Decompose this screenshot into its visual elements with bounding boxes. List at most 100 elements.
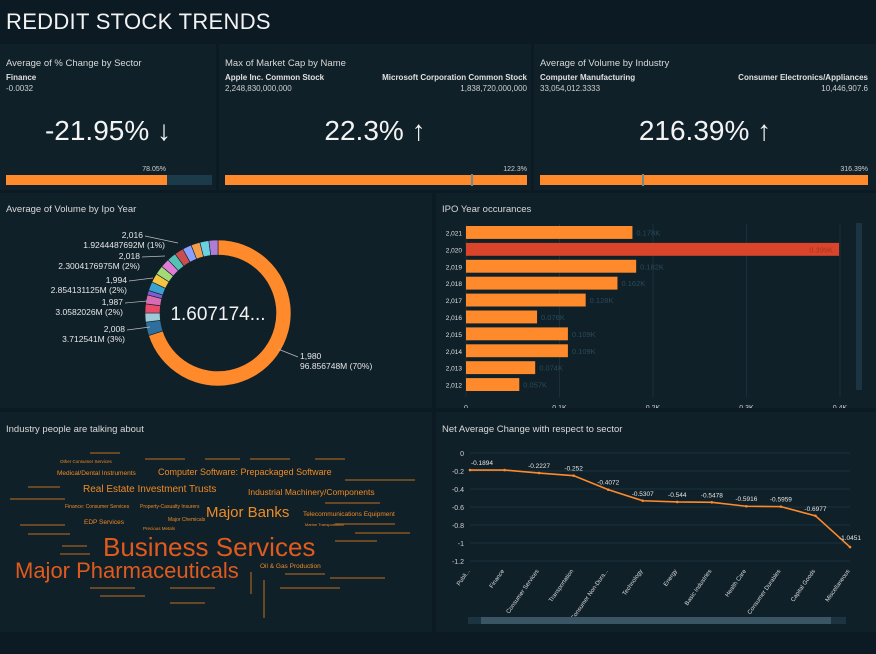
bar-2018[interactable]	[466, 276, 618, 290]
line-y-tick-label: 0	[460, 451, 464, 458]
donut-leader-line	[144, 235, 179, 244]
line-x-category-label: Miscellaneous	[825, 569, 852, 604]
word-major-banks: Major Banks	[206, 504, 290, 521]
kpi-title: Average of % Change by Sector	[6, 58, 142, 69]
word-finance-consumer: Finance: Consumer Services	[65, 504, 130, 510]
word-marine-transport: Marine Transportation	[305, 522, 344, 527]
donut-slice-other[interactable]	[208, 239, 219, 256]
kpi-progress-bar	[225, 174, 527, 186]
ipo-bar-chart[interactable]: 0.178K 0.399K 0.182K 0.162K 0.128K 0.076K 0.10…	[436, 193, 876, 408]
donut-label-value: 1.9244487692M (1%)	[83, 240, 165, 250]
kpi-left-value: 33,054,012.3333	[540, 84, 601, 93]
line-point[interactable]	[779, 505, 783, 508]
line-y-tick-label: -0.4	[452, 487, 464, 494]
line-y-tick-label: -0.8	[452, 523, 464, 530]
kpi-left-name: Computer Manufacturing	[540, 73, 636, 82]
bar-value-label: 0.178K	[636, 228, 660, 237]
line-x-category-label: Technology	[622, 569, 644, 597]
kpi-big-value: -21.95% ↓	[44, 115, 172, 146]
bar-category-label: 2,014	[446, 349, 463, 356]
word-medical-dental: Medical/Dental Instruments	[57, 470, 136, 477]
donut-label-1980: 1,980 96.856748M (70%)	[277, 348, 372, 371]
kpi-right-value: 10,446,907.6	[821, 84, 868, 93]
line-data-label: -0.5478	[701, 492, 723, 499]
bar-category-label: 2,015	[446, 332, 463, 339]
bar-2012[interactable]	[466, 378, 520, 391]
line-x-category-label: Finance	[489, 568, 507, 589]
bar-2014[interactable]	[466, 344, 568, 358]
line-point[interactable]	[468, 468, 472, 472]
word-telecom: Telecommunications Equipment	[303, 511, 395, 518]
bar-category-label: 2,019	[446, 264, 463, 271]
word-cloud-panel[interactable]: Industry people are talking about Busine…	[0, 412, 432, 632]
bar-2021[interactable]	[466, 226, 633, 239]
kpi-card-market-cap[interactable]: Max of Market Cap by Name Apple Inc. Com…	[219, 44, 531, 190]
word-major-chemicals: Major Chemicals	[168, 517, 206, 523]
bar-category-label: 2,021	[446, 230, 463, 237]
donut-label-year: 2,008	[104, 324, 126, 334]
line-data-label: -0.6977	[804, 506, 826, 513]
bar-category-label: 2,018	[446, 281, 463, 288]
line-point[interactable]	[606, 488, 610, 491]
line-data-label: -1.0451	[839, 535, 861, 542]
line-point[interactable]	[572, 474, 575, 477]
donut-label-year: 1,987	[102, 297, 124, 307]
chart-title: Net Average Change with respect to secto…	[442, 424, 623, 435]
line-point[interactable]	[641, 499, 645, 503]
line-y-tick-label: -1	[458, 541, 464, 548]
word-oil-gas: Oil & Gas Production	[260, 563, 321, 570]
line-point[interactable]	[814, 514, 817, 518]
bar-2020[interactable]	[466, 242, 840, 256]
net-change-line-chart[interactable]: 0 -0.2 -0.4 -0.6 -0.8 -1 -1.2 -0.1894 Publi... F…	[436, 412, 876, 632]
donut-leader-line	[126, 326, 151, 331]
horizontal-scrollbar-thumb[interactable]	[481, 617, 831, 624]
line-point[interactable]	[537, 471, 541, 475]
donut-slice-1987[interactable]	[144, 312, 161, 323]
donut-leader-line	[128, 277, 154, 282]
bar-2015[interactable]	[466, 327, 568, 341]
bar-category-label: 2,013	[446, 366, 463, 373]
bar-x-tick-label: 0	[464, 405, 468, 408]
line-y-tick-label: -1.2	[452, 559, 464, 566]
donut-label-value: 96.856748M (70%)	[300, 361, 372, 371]
donut-label-1987: 1,987 3.0582026M (2%)	[55, 297, 148, 317]
kpi-bar-label: 122.3%	[503, 166, 527, 173]
donut-label-value: 2.3004176975M (2%)	[58, 261, 140, 271]
line-chart-panel[interactable]: Net Average Change with respect to secto…	[436, 412, 876, 632]
bar-value-label: 0.057K	[523, 381, 547, 390]
donut-label-year: 1,994	[106, 275, 128, 285]
line-point[interactable]	[745, 504, 748, 508]
donut-leader-line	[141, 255, 166, 258]
line-point[interactable]	[848, 545, 852, 549]
kpi-big-value: 216.39% ↑	[638, 115, 772, 146]
line-data-label: -0.5307	[632, 491, 654, 498]
bar-value-label: 0.162K	[621, 279, 645, 288]
chart-title: Average of Volume by Ipo Year	[6, 204, 137, 215]
donut-chart-panel[interactable]: Average of Volume by Ipo Year 1.607174..…	[0, 193, 432, 408]
bar-2013[interactable]	[466, 361, 536, 375]
bar-2017[interactable]	[466, 293, 586, 307]
kpi-card-volume-industry[interactable]: Average of Volume by Industry Computer M…	[534, 44, 876, 190]
scrollbar-track[interactable]	[856, 223, 862, 390]
word-other-consumer: Other Consumer Services	[60, 459, 112, 464]
line-point[interactable]	[710, 501, 714, 504]
donut-center-value: 1.607174...	[170, 304, 265, 325]
donut-slice-1980[interactable]	[148, 239, 292, 387]
series-line[interactable]	[470, 469, 851, 548]
kpi-progress-fill	[225, 175, 527, 185]
kpi-card-sector-change[interactable]: Average of % Change by Sector Finance -0…	[0, 44, 216, 190]
line-x-category-label: Consumer Services	[506, 569, 541, 615]
bar-2016[interactable]	[466, 310, 538, 324]
line-point[interactable]	[675, 500, 679, 504]
donut-label-2018: 2,018 2.3004176975M (2%)	[58, 251, 166, 271]
ipo-bar-chart-panel[interactable]: IPO Year occurances 0.178K 0.399K 0.182K 0.…	[436, 193, 876, 408]
donut-chart[interactable]: 1.607174... 2,016 1.9244487692M (1%) 2,0…	[0, 193, 432, 408]
bar-category-label: 2,012	[446, 383, 463, 390]
line-data-label: -0.1894	[471, 460, 493, 467]
bar-category-label: 2,016	[446, 315, 463, 322]
kpi-progress-bar	[540, 174, 868, 186]
line-point[interactable]	[503, 468, 506, 472]
bar-category-label: 2,020	[446, 247, 463, 254]
kpi-item-value: -0.0032	[6, 84, 34, 93]
bar-2019[interactable]	[466, 259, 637, 273]
